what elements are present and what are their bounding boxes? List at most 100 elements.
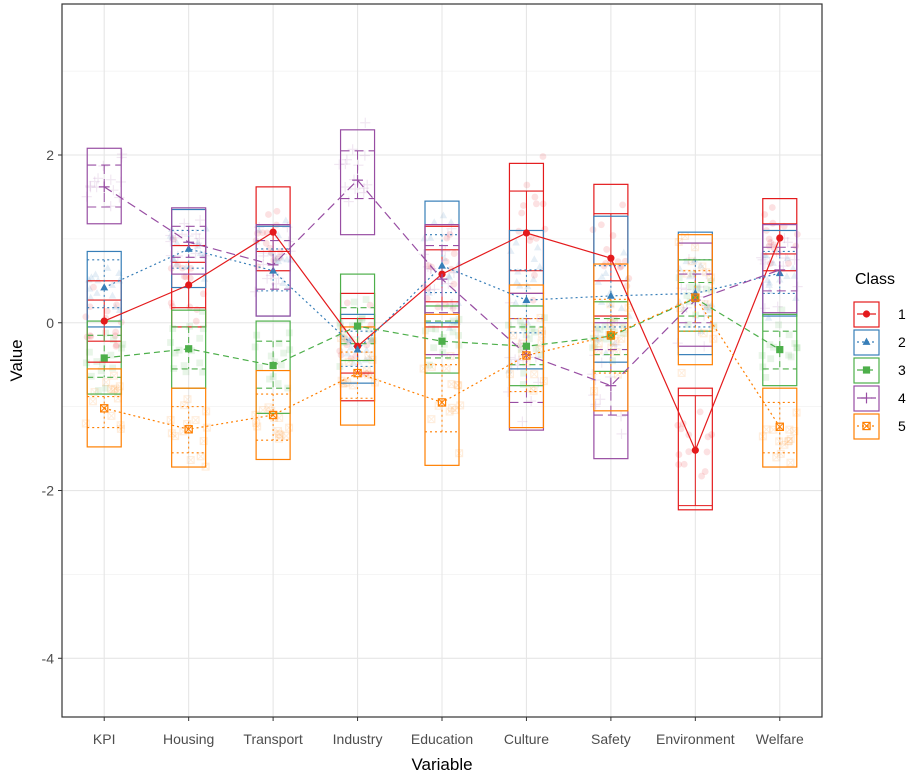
marker-shape	[355, 318, 363, 326]
jitter-point	[702, 303, 710, 311]
jitter-point	[529, 275, 538, 283]
jitter-point	[445, 299, 457, 310]
marker-shape	[608, 323, 616, 331]
marker-shape	[531, 271, 538, 279]
jitter-point	[194, 233, 205, 244]
marker-shape	[784, 437, 793, 446]
jitter-point	[199, 368, 207, 376]
marker-shape	[536, 314, 545, 322]
series-point-1	[776, 234, 784, 242]
jitter-point	[785, 260, 792, 267]
series-point-5	[606, 331, 616, 340]
jitter-point	[341, 154, 352, 165]
jitter-point	[182, 368, 190, 376]
jitter-point	[453, 381, 462, 390]
jitter-point	[611, 339, 622, 351]
marker-shape	[785, 260, 792, 267]
marker-shape	[438, 337, 446, 345]
jitter-point	[101, 384, 109, 392]
marker-shape	[428, 363, 436, 371]
marker-shape	[199, 290, 207, 298]
marker-shape	[775, 437, 783, 446]
marker-shape	[343, 378, 352, 387]
jitter-point	[701, 468, 709, 475]
marker-shape	[691, 243, 699, 251]
marker-shape	[776, 345, 784, 354]
jitter-point	[109, 371, 118, 380]
jitter-point	[449, 328, 457, 336]
marker-shape	[453, 381, 462, 389]
jitter-point	[610, 339, 618, 347]
marker-shape	[690, 257, 698, 265]
marker-shape	[111, 332, 119, 340]
jitter-point	[756, 252, 767, 263]
jitter-point	[366, 301, 374, 309]
jitter-point	[511, 298, 520, 306]
marker-shape	[701, 468, 709, 475]
jitter-point	[759, 258, 771, 269]
series-point-5	[184, 425, 193, 434]
jitter-point	[768, 204, 776, 211]
jitter-point	[681, 284, 692, 295]
jitter-point	[606, 288, 615, 296]
marker-shape	[691, 243, 699, 251]
marker-shape	[517, 346, 525, 354]
jitter-point	[786, 458, 795, 467]
jitter-point	[446, 231, 454, 238]
jitter-point	[427, 362, 436, 371]
jitter-point	[186, 274, 194, 282]
jitter-point	[533, 243, 542, 251]
marker-shape	[445, 407, 454, 416]
jitter-point	[677, 425, 685, 433]
marker-shape	[108, 291, 117, 299]
marker-shape	[617, 334, 626, 343]
jitter-point	[258, 259, 269, 270]
marker-shape	[767, 355, 775, 363]
jitter-point	[442, 364, 451, 373]
marker-shape	[522, 295, 531, 303]
jitter-point	[708, 431, 716, 438]
marker-shape	[344, 358, 353, 366]
marker-shape	[110, 336, 117, 344]
marker-shape	[110, 371, 118, 380]
marker-shape	[353, 345, 362, 353]
jitter-point	[355, 318, 363, 326]
marker-shape	[780, 441, 789, 449]
legend-key-marker	[861, 392, 872, 404]
x-tick-label: Culture	[504, 731, 549, 747]
jitter-point	[432, 325, 440, 333]
marker-shape	[789, 264, 797, 272]
jitter-point	[191, 416, 200, 425]
marker-shape	[426, 361, 433, 369]
marker-shape	[785, 436, 794, 445]
marker-shape	[617, 304, 626, 312]
jitter-point	[596, 326, 604, 334]
marker-shape	[111, 384, 119, 393]
series-point-4	[98, 181, 110, 193]
jitter-point	[792, 242, 800, 250]
marker-shape	[109, 386, 118, 394]
marker-shape	[768, 204, 776, 211]
marker-shape	[285, 423, 293, 432]
jitter-point	[528, 325, 536, 332]
marker-shape	[366, 301, 374, 309]
jitter-point	[427, 415, 436, 424]
jitter-point	[703, 285, 710, 293]
jitter-point	[92, 173, 104, 184]
legend-title: Class	[855, 271, 895, 288]
marker-shape	[778, 306, 786, 314]
marker-shape	[594, 346, 603, 355]
jitter-point	[172, 250, 183, 262]
marker-shape	[862, 366, 871, 374]
marker-shape	[765, 235, 773, 243]
marker-shape	[259, 406, 267, 414]
jitter-point	[447, 298, 458, 309]
marker-shape	[607, 332, 615, 340]
jitter-point	[108, 291, 117, 299]
jitter-point	[772, 301, 783, 312]
marker-shape	[113, 301, 120, 309]
jitter-point	[448, 267, 460, 278]
jitter-point	[250, 286, 261, 297]
series-point-4	[267, 259, 279, 271]
marker-shape	[518, 209, 526, 217]
